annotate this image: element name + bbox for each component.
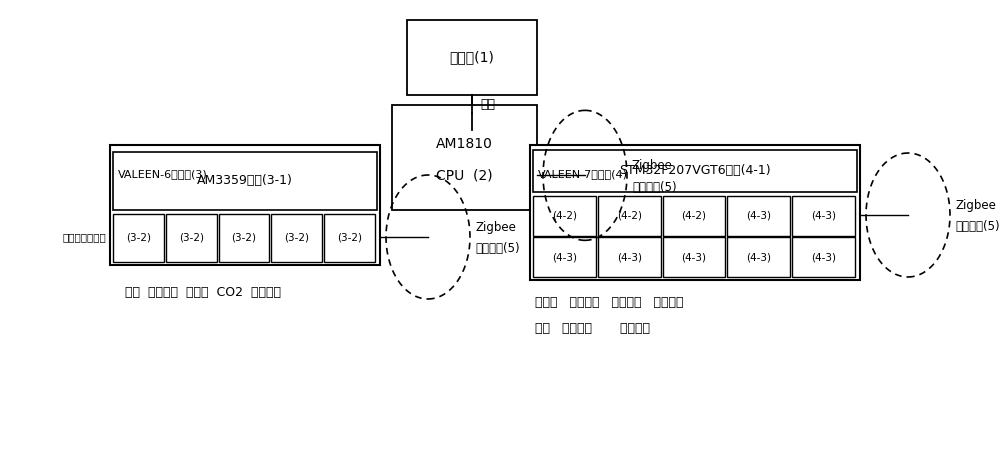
- Bar: [663, 237, 725, 277]
- Bar: [533, 237, 596, 277]
- Text: 无线模块(5): 无线模块(5): [955, 221, 1000, 233]
- Text: (3-2): (3-2): [337, 233, 362, 243]
- Text: 模拟量采集通道: 模拟量采集通道: [62, 232, 106, 242]
- Bar: [727, 237, 790, 277]
- Text: Zigbee: Zigbee: [632, 159, 673, 172]
- Text: 总线: 总线: [480, 98, 495, 111]
- Text: 照明   办公设备       教学设备: 照明 办公设备 教学设备: [535, 322, 650, 334]
- Text: (4-3): (4-3): [811, 211, 836, 221]
- Text: (3-2): (3-2): [179, 233, 204, 243]
- Bar: [530, 145, 860, 280]
- Bar: [663, 196, 725, 236]
- Bar: [219, 214, 269, 262]
- Text: (4-2): (4-2): [682, 211, 706, 221]
- Text: (4-3): (4-3): [746, 211, 771, 221]
- Text: STM32F207VGT6芜片(4-1): STM32F207VGT6芜片(4-1): [619, 165, 771, 177]
- Text: CPU  (2): CPU (2): [436, 168, 493, 182]
- Bar: [598, 237, 661, 277]
- Text: (3-2): (3-2): [126, 233, 151, 243]
- Text: VALEEN-7电路板(4): VALEEN-7电路板(4): [538, 169, 628, 179]
- Text: (4-2): (4-2): [552, 211, 577, 221]
- Text: 照度  光照强度  温湿度  CO2  空气质量: 照度 光照强度 温湿度 CO2 空气质量: [125, 287, 281, 299]
- Bar: [727, 196, 790, 236]
- Text: (4-2): (4-2): [617, 211, 642, 221]
- Text: 新風机   遥阳电机   空调终端   采暖水阀: 新風机 遥阳电机 空调终端 采暖水阀: [535, 295, 684, 308]
- Text: (3-2): (3-2): [232, 233, 256, 243]
- Bar: [110, 145, 380, 265]
- Text: (4-3): (4-3): [617, 252, 642, 262]
- Bar: [113, 152, 377, 210]
- Bar: [533, 196, 596, 236]
- Bar: [324, 214, 375, 262]
- Text: AM1810: AM1810: [436, 137, 493, 151]
- Bar: [113, 214, 164, 262]
- Bar: [166, 214, 217, 262]
- Text: 无线模块(5): 无线模块(5): [632, 181, 677, 194]
- Text: (3-2): (3-2): [284, 233, 309, 243]
- Bar: [792, 196, 855, 236]
- Text: Zigbee: Zigbee: [475, 221, 516, 233]
- Text: (4-3): (4-3): [746, 252, 771, 262]
- Text: (4-3): (4-3): [552, 252, 577, 262]
- Bar: [533, 150, 857, 192]
- Bar: [598, 196, 661, 236]
- Bar: [407, 20, 537, 95]
- Bar: [792, 237, 855, 277]
- Text: VALEEN-6电路板(3): VALEEN-6电路板(3): [118, 169, 208, 179]
- Text: 无线模块(5): 无线模块(5): [475, 243, 520, 256]
- Text: Zigbee: Zigbee: [955, 198, 996, 212]
- Text: 触摸屏(1): 触摸屏(1): [450, 51, 494, 65]
- Text: AM3359芜片(3-1): AM3359芜片(3-1): [197, 175, 293, 187]
- Text: (4-3): (4-3): [811, 252, 836, 262]
- Text: (4-3): (4-3): [682, 252, 706, 262]
- Bar: [392, 105, 537, 210]
- Bar: [271, 214, 322, 262]
